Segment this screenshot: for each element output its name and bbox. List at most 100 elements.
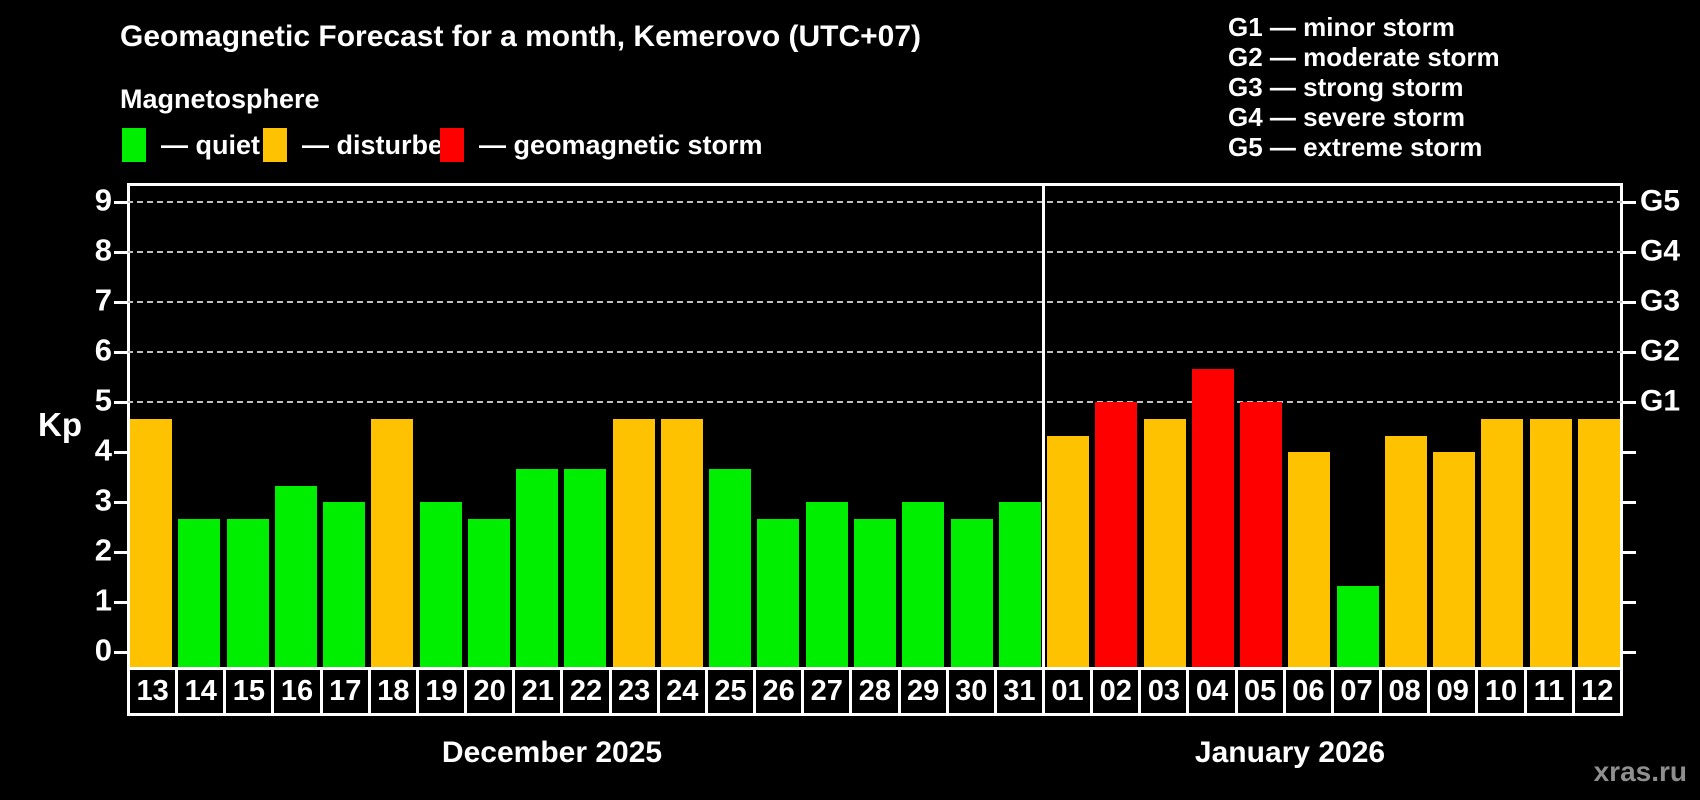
storm-color-swatch	[440, 128, 464, 162]
legend-label: — geomagnetic storm	[479, 129, 763, 160]
day-label-cell: 29	[901, 670, 949, 713]
kp-6-gridline	[127, 351, 1623, 353]
left-tick	[114, 501, 128, 504]
left-tick	[114, 651, 128, 654]
kp-bar-december-15	[226, 518, 269, 667]
right-tick	[1622, 401, 1636, 404]
kp-9-gridline	[127, 201, 1623, 203]
kp-bar-december-22	[564, 468, 607, 667]
right-axis-label-g1: G1	[1640, 384, 1681, 418]
kp-bar-december-16	[274, 485, 317, 667]
legend-label: — quiet	[161, 129, 260, 160]
kp-bar-january-06	[1288, 452, 1331, 667]
right-tick	[1622, 201, 1636, 204]
g-scale-legend-line: G4 — severe storm	[1228, 102, 1466, 132]
left-tick	[114, 251, 128, 254]
month-label-december: December 2025	[441, 736, 663, 769]
y-tick-label: 5	[94, 382, 112, 418]
right-axis-label-g3: G3	[1640, 284, 1681, 318]
kp-bar-december-27	[805, 502, 848, 667]
g-scale-legend-line: G5 — extreme storm	[1228, 132, 1483, 162]
day-label-cell: 13	[130, 670, 179, 713]
plot-frame	[127, 183, 1623, 667]
right-axis-label-g5: G5	[1640, 184, 1681, 218]
day-axis-row: 13 14 15 16 17 18 19 20 21 22 23 24 25 26 27 28 29 30 31 01…	[127, 667, 1623, 716]
month-divider-line	[1042, 183, 1046, 667]
day-label-cell: 10	[1478, 670, 1527, 713]
right-axis-label-g4: G4	[1640, 234, 1681, 268]
kp-bar-january-10	[1481, 418, 1524, 667]
day-label-cell: 04	[1189, 670, 1238, 713]
kp-bar-january-12	[1577, 418, 1620, 667]
xras-watermark: xras.ru	[1593, 756, 1687, 787]
day-label-cell: 08	[1382, 670, 1431, 713]
y-tick-label: 1	[94, 582, 112, 618]
y-tick-label: 0	[94, 632, 112, 668]
left-tick	[114, 451, 128, 454]
left-tick	[114, 201, 128, 204]
day-label-cell: 06	[1286, 670, 1334, 713]
day-label-cell: 18	[371, 670, 419, 713]
left-tick	[114, 551, 128, 554]
y-axis-title: Kp	[38, 406, 82, 443]
kp-bar-december-24	[660, 418, 703, 667]
day-label-cell: 16	[274, 670, 323, 713]
kp-bar-january-09	[1433, 452, 1476, 667]
kp-bar-january-03	[1143, 418, 1186, 667]
kp-bar-december-29	[902, 502, 945, 667]
right-tick	[1622, 451, 1636, 454]
kp-bar-december-28	[854, 518, 896, 667]
right-tick	[1622, 651, 1636, 654]
day-label-cell: 03	[1141, 670, 1190, 713]
disturbed-color-swatch	[263, 128, 287, 162]
kp-bar-january-05	[1240, 402, 1283, 667]
day-label-cell: 30	[949, 670, 997, 713]
day-label-cell: 15	[226, 670, 275, 713]
left-tick	[114, 301, 128, 304]
day-label-cell: 23	[612, 670, 660, 713]
right-tick	[1622, 551, 1636, 554]
right-tick	[1622, 301, 1636, 304]
day-label-cell: 21	[515, 670, 564, 713]
kp-bar-december-30	[950, 518, 993, 667]
right-axis-label-g2: G2	[1640, 334, 1681, 368]
plot-area	[127, 183, 1623, 667]
day-label-cell: 26	[756, 670, 805, 713]
day-label-cell: 11	[1527, 670, 1575, 713]
y-tick-label: 6	[94, 332, 112, 368]
left-tick	[114, 401, 128, 404]
g-scale-legend: G1 — minor storm G2 — moderate storm G3 — …	[1228, 12, 1500, 162]
kp-bar-december-23	[612, 418, 655, 667]
day-label-cell: 17	[323, 670, 371, 713]
legend-item-storm: — geomagnetic storm	[440, 126, 763, 164]
day-label-cell: 20	[467, 670, 516, 713]
kp-bar-december-26	[757, 518, 800, 667]
y-tick-label: 4	[94, 432, 112, 468]
y-tick-label: 9	[94, 182, 112, 218]
g-scale-legend-line: G2 — moderate storm	[1228, 42, 1500, 72]
day-label-cell: 09	[1430, 670, 1479, 713]
y-tick-label: 2	[94, 532, 112, 568]
page-title: Geomagnetic Forecast for a month, Kemero…	[120, 20, 922, 53]
kp-bar-january-08	[1384, 435, 1427, 667]
y-tick-label: 8	[94, 232, 112, 268]
kp-bar-december-25	[709, 468, 752, 667]
day-label-cell: 27	[804, 670, 853, 713]
right-tick	[1622, 501, 1636, 504]
quiet-color-swatch	[122, 128, 146, 162]
legend-item-quiet: — quiet	[122, 126, 260, 164]
left-tick	[114, 601, 128, 604]
day-label-cell: 02	[1093, 670, 1142, 713]
day-label-cell: 19	[419, 670, 468, 713]
kp-bar-december-19	[419, 502, 462, 667]
kp-7-gridline	[127, 301, 1623, 303]
day-label-cell: 31	[997, 670, 1045, 713]
kp-bar-january-11	[1529, 418, 1572, 667]
kp-bar-december-14	[178, 518, 221, 667]
kp-bar-january-01	[1047, 435, 1090, 667]
kp-bar-january-07	[1336, 585, 1379, 667]
kp-bar-december-17	[323, 502, 366, 667]
kp-bar-january-02	[1095, 402, 1138, 667]
legend-item-disturbed: — disturbed	[263, 126, 460, 164]
day-label-cell: 05	[1238, 670, 1286, 713]
